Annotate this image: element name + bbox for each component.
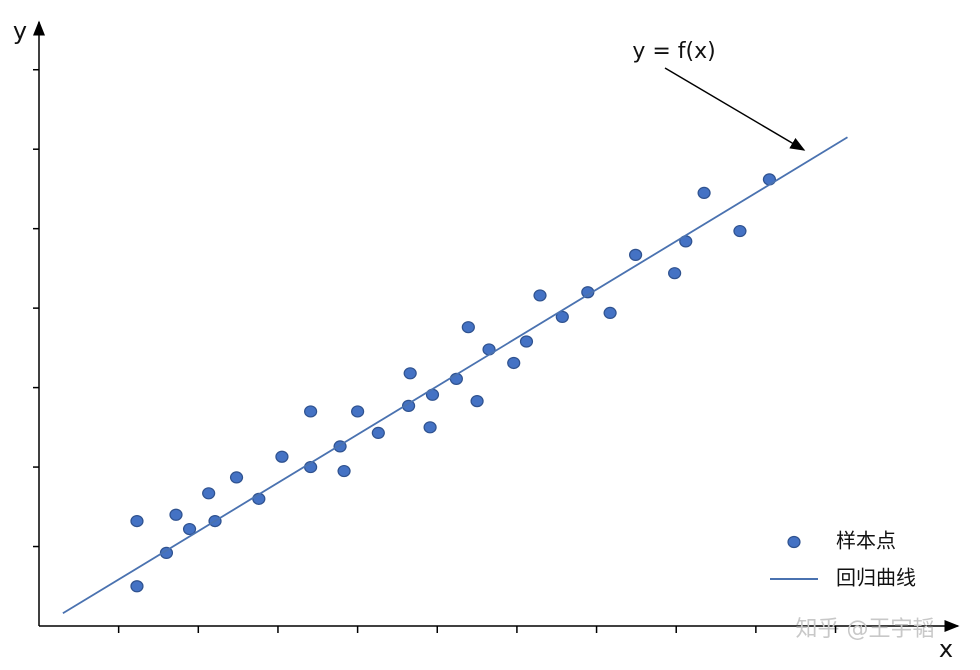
- annotation: y = f(x): [632, 39, 715, 64]
- sample-point: [461, 321, 475, 334]
- sample-point: [159, 546, 174, 559]
- sample-point: [423, 421, 437, 434]
- sample-point: [581, 286, 595, 299]
- sample-point: [697, 186, 711, 200]
- annotation-arrow: [664, 67, 806, 151]
- sample-point: [371, 426, 385, 439]
- sample-point: [628, 248, 643, 261]
- sample-point: [401, 399, 416, 412]
- sample-point: [130, 580, 144, 593]
- sample-point: [470, 395, 484, 408]
- legend-label: 回归曲线: [836, 566, 916, 590]
- sample-point: [351, 405, 365, 418]
- x-axis-label: x: [939, 635, 953, 663]
- sample-point: [519, 335, 534, 348]
- sample-point: [603, 306, 617, 320]
- sample-point: [403, 367, 417, 380]
- sample-point: [337, 464, 351, 478]
- sample-point: [182, 522, 197, 536]
- y-axis-label: y: [13, 17, 27, 45]
- regression-line: [62, 136, 848, 615]
- sample-point: [507, 356, 521, 370]
- sample-point: [668, 267, 682, 280]
- sample-point: [762, 173, 777, 186]
- sample-point: [202, 487, 216, 500]
- sample-point: [229, 471, 244, 484]
- sample-point: [130, 515, 144, 528]
- legend-marker: [787, 535, 801, 549]
- sample-point: [169, 508, 183, 521]
- sample-point: [533, 289, 547, 302]
- watermark: 知乎 @王宇韬: [796, 617, 935, 642]
- legend-label: 样本点: [836, 529, 896, 553]
- sample-point: [733, 224, 747, 238]
- sample-point: [482, 343, 496, 356]
- sample-point: [304, 405, 318, 418]
- sample-point: [275, 450, 289, 463]
- sample-point: [555, 310, 569, 323]
